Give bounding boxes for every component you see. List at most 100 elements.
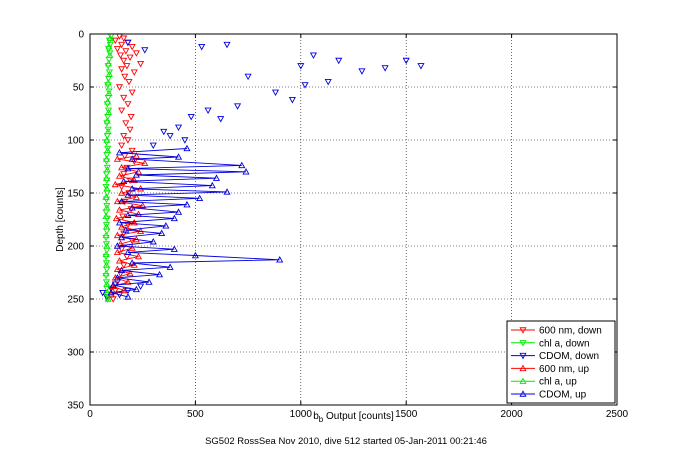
data-point [105, 69, 113, 76]
data-point [104, 145, 112, 153]
data-point [113, 197, 121, 205]
data-point [160, 128, 168, 136]
data-point [335, 57, 343, 65]
data-point [139, 201, 147, 209]
x-tick-label: 2500 [606, 409, 629, 420]
data-point [124, 293, 132, 300]
series-cdom-up [107, 144, 284, 300]
x-axis-label: bb Output [counts] [313, 411, 394, 424]
data-point [212, 174, 221, 181]
data-point [113, 46, 121, 53]
data-point [288, 97, 296, 104]
data-point [104, 295, 112, 302]
data-point [115, 218, 124, 226]
y-tick-label: 200 [67, 242, 84, 253]
data-point [166, 133, 174, 140]
data-point [118, 223, 126, 230]
data-point [106, 50, 114, 57]
legend-entry-600-nm-up: 600 nm, up [511, 364, 589, 375]
data-point [115, 172, 124, 179]
legend-label: chl a, up [539, 377, 577, 388]
data-point [128, 244, 136, 251]
data-point [217, 116, 225, 123]
data-point [118, 189, 126, 196]
data-point [124, 101, 132, 108]
data-point [104, 127, 112, 135]
data-point [103, 117, 111, 124]
data-point [132, 193, 140, 200]
data-point [208, 181, 216, 189]
data-point [198, 44, 206, 51]
data-point [127, 113, 135, 121]
data-point [104, 146, 112, 154]
series-chl-a-up [102, 34, 114, 302]
data-point [244, 73, 252, 81]
y-tick-label: 100 [67, 136, 84, 147]
legend-marker [519, 390, 527, 397]
legend-entry-cdom-up: CDOM, up [511, 390, 587, 401]
data-point [103, 165, 111, 173]
data-point [158, 229, 166, 236]
data-point [115, 84, 124, 91]
data-point [120, 94, 128, 102]
data-point [324, 79, 332, 86]
data-point [123, 164, 131, 172]
y-tick-label: 300 [67, 348, 84, 359]
data-point [115, 257, 124, 264]
data-point [162, 222, 170, 229]
legend-marker [519, 352, 527, 360]
legend-label: chl a, down [539, 338, 590, 349]
data-point [118, 163, 126, 171]
data-point [191, 251, 199, 259]
data-point [187, 113, 195, 121]
legend-marker [519, 327, 527, 334]
data-point [102, 155, 111, 162]
data-point [118, 246, 126, 253]
data-point [102, 269, 110, 277]
data-point [105, 88, 113, 95]
data-point [149, 142, 157, 150]
data-point [276, 256, 284, 263]
data-point [102, 222, 111, 229]
data-point [102, 212, 110, 220]
data-point [149, 238, 157, 245]
legend-label: CDOM, up [539, 390, 587, 401]
data-point [102, 261, 111, 268]
data-point [103, 288, 111, 296]
data-point [106, 51, 114, 58]
data-point [103, 204, 111, 211]
data-point [102, 174, 111, 181]
y-tick-label: 50 [73, 83, 85, 94]
data-point [170, 245, 178, 252]
data-point [120, 35, 128, 42]
data-point [402, 57, 410, 65]
data-point [109, 281, 117, 288]
legend-marker [519, 364, 527, 372]
data-point [125, 79, 133, 86]
grid-lines [90, 34, 617, 405]
data-point [181, 137, 189, 144]
data-point [105, 89, 113, 97]
data-point [297, 63, 305, 70]
data-point [102, 250, 110, 258]
data-point [132, 152, 140, 159]
data-point [124, 248, 132, 256]
data-point [126, 269, 134, 277]
data-point [128, 89, 136, 97]
data-point [121, 153, 129, 160]
data-point [126, 126, 134, 134]
data-point [124, 164, 132, 172]
data-point [107, 288, 115, 296]
data-point [126, 54, 134, 62]
x-tick-label: 1000 [290, 409, 313, 420]
data-point [132, 50, 140, 57]
data-point [417, 63, 425, 70]
data-point [102, 260, 111, 267]
data-point [132, 171, 140, 178]
data-point [103, 185, 111, 192]
legend-marker [519, 340, 527, 347]
data-point [128, 44, 136, 51]
data-point [113, 248, 121, 256]
